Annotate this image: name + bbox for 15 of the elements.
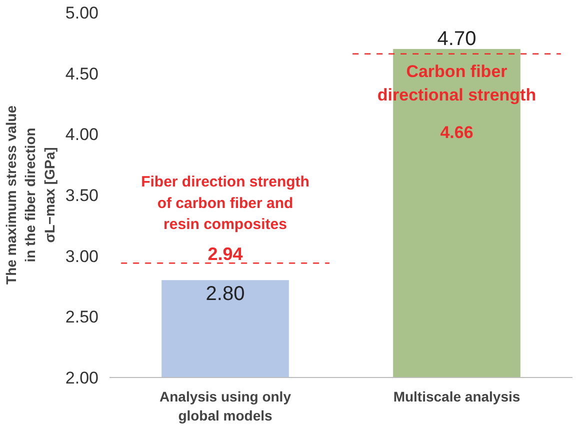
- y-tick-label: 4.50: [65, 64, 99, 84]
- ref-line-label: 2.94: [208, 244, 243, 264]
- y-tick-label: 2.00: [65, 368, 99, 388]
- ref-line-label: 4.66: [440, 122, 474, 142]
- y-tick-label: 4.00: [65, 125, 99, 144]
- x-tick-label: Multiscale analysis: [393, 388, 520, 404]
- y-tick-label: 5.00: [65, 4, 99, 22]
- y-tick-label: 2.50: [65, 308, 99, 327]
- annotation: Fiber direction strength of carbon fiber and resin composites: [141, 174, 310, 234]
- y-tick-label: 3.00: [65, 246, 99, 266]
- x-tick-label: Analysis using only global models: [160, 388, 292, 424]
- data-label: 4.70: [437, 28, 476, 50]
- y-axis-title: The maximum stress value in the fiber direction σL−max [GPa]: [3, 105, 58, 284]
- y-tick-label: 3.50: [65, 186, 99, 205]
- data-label: 2.80: [206, 283, 245, 306]
